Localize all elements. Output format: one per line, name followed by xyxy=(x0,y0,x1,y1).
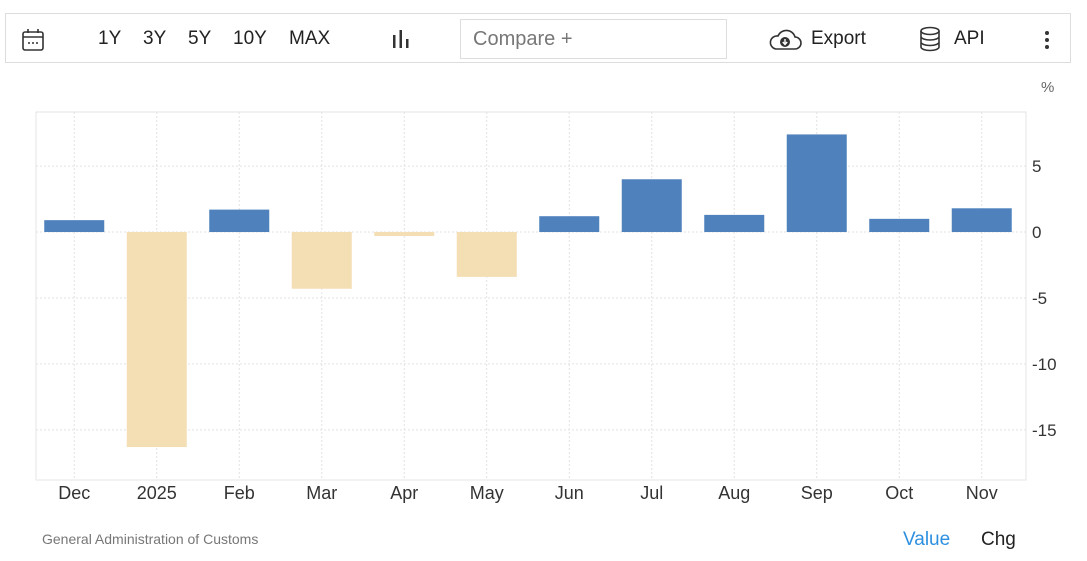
bar xyxy=(869,218,930,233)
x-tick-label: Jun xyxy=(555,483,584,503)
source-label: General Administration of Customs xyxy=(42,531,259,547)
range-1y-button[interactable]: 1Y xyxy=(98,28,122,49)
y-tick-label: -5 xyxy=(1032,289,1047,308)
bar xyxy=(209,209,270,233)
chart-toolbar: 1Y 3Y 5Y 10Y MAX Compare + Export API xyxy=(5,13,1071,63)
export-button[interactable]: Export xyxy=(811,28,866,49)
bar xyxy=(291,232,352,289)
calendar-icon[interactable] xyxy=(21,28,45,52)
cloud-download-icon[interactable] xyxy=(768,29,802,51)
x-tick-label: Mar xyxy=(306,483,337,503)
y-tick-label: -15 xyxy=(1032,421,1057,440)
bar xyxy=(374,232,435,236)
x-tick-label: May xyxy=(470,483,504,503)
x-tick-label: Dec xyxy=(58,483,90,503)
x-tick-label: Oct xyxy=(885,483,913,503)
api-button[interactable]: API xyxy=(954,28,985,49)
y-tick-label: 5 xyxy=(1032,157,1041,176)
bar xyxy=(44,220,105,233)
bar xyxy=(786,134,847,233)
range-10y-button[interactable]: 10Y xyxy=(233,28,267,49)
x-tick-label: Apr xyxy=(390,483,418,503)
range-3y-button[interactable]: 3Y xyxy=(143,28,167,49)
x-tick-label: Aug xyxy=(718,483,750,503)
chg-toggle[interactable]: Chg xyxy=(981,529,1016,550)
bar xyxy=(621,179,682,233)
range-5y-button[interactable]: 5Y xyxy=(188,28,212,49)
range-max-button[interactable]: MAX xyxy=(289,28,331,49)
y-axis-unit: % xyxy=(1041,79,1055,96)
bar xyxy=(704,214,765,233)
plot-area xyxy=(35,111,1027,481)
compare-input[interactable]: Compare + xyxy=(460,19,727,59)
more-options-icon[interactable] xyxy=(1043,30,1051,50)
bar xyxy=(539,216,600,233)
value-toggle[interactable]: Value xyxy=(903,529,951,550)
x-tick-label: Sep xyxy=(801,483,833,503)
bar xyxy=(126,232,187,448)
bar xyxy=(456,232,517,277)
x-tick-label: Nov xyxy=(966,483,998,503)
database-icon[interactable] xyxy=(919,26,941,52)
y-tick-label: 0 xyxy=(1032,223,1041,242)
bar xyxy=(951,208,1012,233)
y-tick-label: -10 xyxy=(1032,355,1057,374)
bar-chart-icon[interactable] xyxy=(391,29,411,49)
x-tick-label: 2025 xyxy=(137,483,177,503)
bar-chart: 5 0 -5 -10 -15 Dec 2025 Feb Mar Apr May Jun Jul Aug Se… xyxy=(35,111,1057,503)
x-tick-label: Jul xyxy=(640,483,663,503)
x-tick-label: Feb xyxy=(224,483,255,503)
